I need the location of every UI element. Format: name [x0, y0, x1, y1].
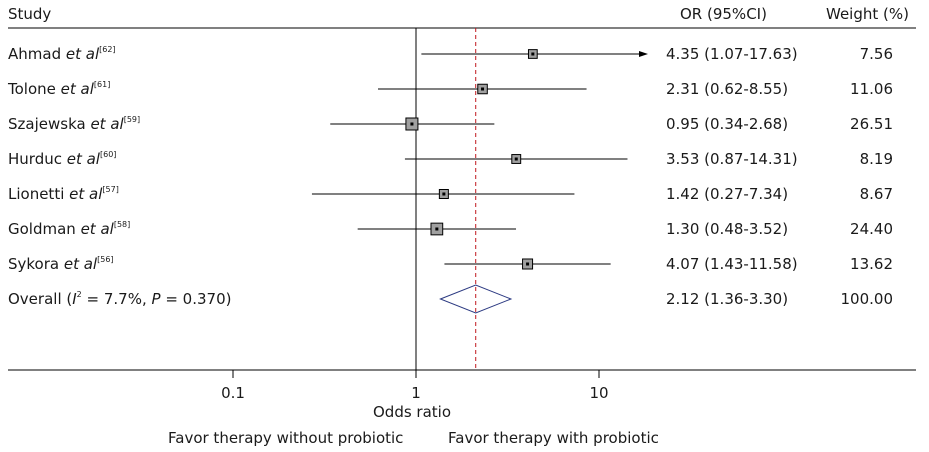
study-label: Hurduc et al[60]: [8, 150, 116, 168]
study-etal: et al: [67, 150, 101, 168]
study-point-estimate: [526, 262, 530, 266]
study-label: Ahmad et al[62]: [8, 45, 116, 63]
favor-left-label: Favor therapy without probiotic: [168, 429, 403, 447]
study-point-estimate: [410, 122, 414, 126]
study-reference: [60]: [100, 150, 116, 159]
overall-diamond: [439, 284, 513, 314]
study-name: Tolone: [7, 80, 61, 98]
study-etal: et al: [90, 115, 124, 133]
header-study: Study: [8, 5, 51, 23]
overall-p-value: = 0.370): [161, 290, 232, 308]
study-etal: et al: [69, 185, 103, 203]
study-weight: 7.56: [860, 45, 893, 63]
study-or-ci: 4.35 (1.07-17.63): [666, 45, 798, 63]
overall-i2-sup: 2: [77, 290, 82, 299]
study-ci-arrow: [639, 51, 648, 57]
favor-right-label: Favor therapy with probiotic: [448, 429, 659, 447]
header-weight: Weight (%): [826, 5, 909, 23]
study-name: Szajewska: [8, 115, 90, 133]
x-axis-label: Odds ratio: [373, 403, 451, 421]
study-weight: 24.40: [850, 220, 893, 238]
study-or-ci: 0.95 (0.34-2.68): [666, 115, 788, 133]
study-reference: [58]: [114, 220, 130, 229]
study-etal: et al: [61, 80, 95, 98]
overall-i2-value: = 7.7%,: [82, 290, 152, 308]
study-etal: et al: [81, 220, 115, 238]
study-or-ci: 1.42 (0.27-7.34): [666, 185, 788, 203]
study-reference: [56]: [97, 255, 113, 264]
study-point-estimate: [531, 52, 535, 56]
study-or-ci: 2.31 (0.62-8.55): [666, 80, 788, 98]
study-weight: 8.19: [860, 150, 893, 168]
study-label: Sykora et al[56]: [8, 255, 114, 273]
study-or-ci: 1.30 (0.48-3.52): [666, 220, 788, 238]
study-label: Tolone et al[61]: [7, 80, 110, 98]
study-reference: [57]: [102, 185, 118, 194]
study-label: Lionetti et al[57]: [8, 185, 119, 203]
overall-i2-symbol: I: [72, 290, 77, 308]
study-or-ci: 3.53 (0.87-14.31): [666, 150, 798, 168]
study-point-estimate: [435, 227, 439, 231]
study-point-estimate: [481, 87, 485, 91]
study-reference: [61]: [94, 80, 110, 89]
study-name: Hurduc: [8, 150, 67, 168]
header-or: OR (95%CI): [680, 5, 767, 23]
study-weight: 8.67: [860, 185, 893, 203]
study-name: Sykora: [8, 255, 64, 273]
study-etal: et al: [64, 255, 98, 273]
study-weight: 13.62: [850, 255, 893, 273]
x-tick-label: 1: [411, 384, 421, 402]
study-or-ci: 4.07 (1.43-11.58): [666, 255, 798, 273]
study-reference: [59]: [124, 115, 140, 124]
overall-or-ci: 2.12 (1.36-3.30): [666, 290, 788, 308]
x-tick-label: 0.1: [221, 384, 245, 402]
study-weight: 11.06: [850, 80, 893, 98]
study-name: Goldman: [8, 220, 81, 238]
study-label: Szajewska et al[59]: [8, 115, 140, 133]
study-weight: 26.51: [850, 115, 893, 133]
overall-p-symbol: P: [152, 290, 162, 308]
overall-weight: 100.00: [841, 290, 894, 308]
study-point-estimate: [514, 157, 518, 161]
study-label: Goldman et al[58]: [8, 220, 130, 238]
overall-label-prefix: Overall (: [8, 290, 72, 308]
study-reference: [62]: [99, 45, 115, 54]
study-point-estimate: [442, 192, 446, 196]
x-tick-label: 10: [589, 384, 608, 402]
study-name: Lionetti: [8, 185, 69, 203]
overall-label: Overall (I2 = 7.7%, P = 0.370): [8, 290, 231, 308]
study-etal: et al: [66, 45, 100, 63]
study-name: Ahmad: [8, 45, 66, 63]
